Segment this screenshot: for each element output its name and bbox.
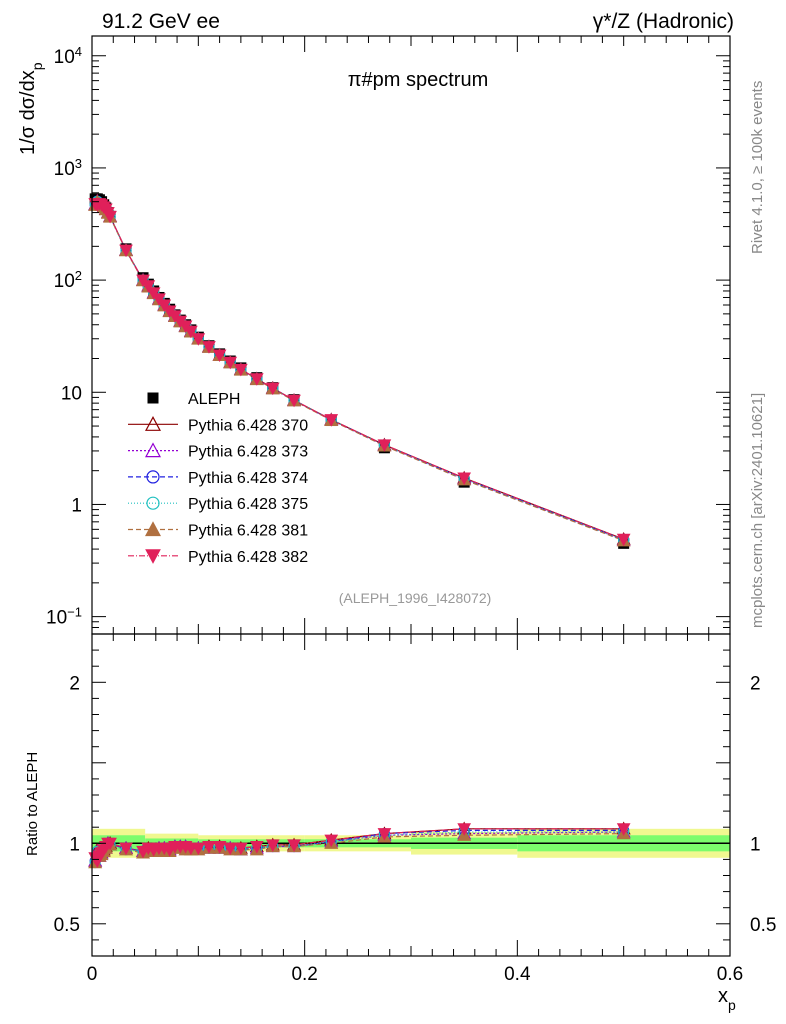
legend-pythia-6-428-374: Pythia 6.428 374 (128, 470, 308, 487)
legend-pythia-6-428-375-label: Pythia 6.428 375 (188, 496, 308, 513)
legend-aleph-label: ALEPH (188, 391, 240, 408)
series-pythia-6-428-382-ratio-point (119, 842, 133, 856)
legend: ALEPH Pythia 6.428 370 Pythia 6.428 373 Pyt… (128, 391, 308, 566)
series-pythia-6-428-382-line (94, 203, 624, 540)
series-pythia-6-428-382-ratio-point (191, 842, 206, 856)
series-pythia-6-428-382-point (212, 349, 227, 363)
series-pythia-6-428-382-point (202, 341, 216, 354)
legend-pythia-6-428-381: Pythia 6.428 381 (128, 521, 308, 540)
x-tick-label: 0 (87, 964, 98, 985)
rivet-version-label: Rivet 4.1.0, ≥ 100k events (749, 81, 766, 254)
legend-pythia-6-428-374-marker (146, 470, 160, 484)
ratio-y-tick-label: 1 (69, 834, 80, 855)
y-tick-label: 1 (71, 495, 82, 516)
series-pythia-6-428-382-point (616, 533, 631, 547)
series-pythia-6-428-382-ratio-point (202, 841, 216, 854)
legend-aleph: ALEPH (147, 391, 240, 408)
y-tick-label: 102 (54, 268, 82, 293)
y-tick-label: 10−1 (46, 604, 82, 629)
legend-pythia-6-428-375: Pythia 6.428 375 (128, 496, 308, 513)
legend-pythia-6-428-374-label: Pythia 6.428 374 (188, 470, 308, 487)
legend-pythia-6-428-382-label: Pythia 6.428 382 (188, 549, 308, 566)
series-pythia-6-428-382-point (103, 210, 117, 224)
series-pythia-6-428-382-ratio-point (377, 828, 392, 841)
header-process-label: γ*/Z (Hadronic) (593, 10, 734, 33)
series-pythia-6-428-375-line (94, 200, 624, 541)
series-pythia-6-428-382-ratio-point (457, 823, 472, 836)
series-pythia-6-428-382-point (377, 439, 392, 452)
series-pythia-6-428-382-point (152, 293, 166, 306)
y-tick-label: 103 (54, 155, 82, 180)
series-pythia-6-428-382-point (234, 363, 248, 377)
chart-title: π#pm spectrum (348, 69, 489, 91)
series-pythia-6-428-382-ratio-point (287, 839, 301, 852)
ratio-y-axis-label: Ratio to ALEPH (24, 752, 41, 856)
series-pythia-6-428-381-line (94, 200, 624, 542)
series-pythia-6-428-382-ratio-point (103, 837, 117, 851)
legend-pythia-6-428-381-label: Pythia 6.428 381 (188, 523, 308, 540)
legend-pythia-6-428-382-marker (145, 549, 161, 564)
legend-pythia-6-428-373-label: Pythia 6.428 373 (188, 444, 308, 461)
mcplots-label: mcplots.cern.ch [arXiv:2401.10621] (749, 393, 766, 628)
ratio-y-tick-label-right: 1 (750, 834, 761, 855)
series-pythia-6-428-382-point (157, 299, 172, 313)
series-pythia-6-428-382-point (287, 394, 301, 408)
ratio-y-tick-label-right: 0.5 (750, 915, 776, 936)
legend-pythia-6-428-381-marker (144, 521, 162, 537)
series-pythia-6-428-382-point (184, 325, 198, 339)
x-tick-label: 0.4 (504, 964, 531, 985)
y-tick-label: 10 (61, 383, 82, 404)
series-pythia-6-428-374-line (94, 200, 624, 541)
legend-pythia-6-428-370-label: Pythia 6.428 370 (188, 417, 308, 434)
header-energy-label: 91.2 GeV ee (102, 10, 220, 33)
series-pythia-6-428-382-ratio-point (234, 842, 248, 856)
x-axis-label: xp (718, 985, 736, 1013)
series-pythia-6-428-382-ratio-point (324, 834, 339, 848)
legend-pythia-6-428-370-marker (144, 416, 162, 431)
legend-pythia-6-428-370: Pythia 6.428 370 (128, 416, 308, 434)
ratio-panel: 0 0.2 0.4 0.6 0.5 0.5 1 1 2 2 (54, 633, 776, 985)
legend-pythia-6-428-382: Pythia 6.428 382 (128, 549, 308, 566)
legend-pythia-6-428-373-marker (144, 442, 162, 458)
series-pythia-6-428-382-point (119, 244, 133, 258)
series-pythia-6-428-382-point (457, 472, 472, 486)
x-tick-label: 0.6 (717, 964, 743, 985)
series-pythia-6-428-382-ratio-point (616, 823, 631, 836)
y-axis-label: 1/σ dσ/dxp (17, 62, 45, 155)
legend-aleph-marker (147, 392, 159, 404)
series-pythia-6-428-373-line (94, 200, 624, 541)
ratio-y-tick-label-right: 2 (750, 673, 761, 694)
series-pythia-6-428-382-point (324, 414, 339, 427)
series-pythia-6-428-382-point (141, 280, 156, 293)
series-pythia-6-428-382-point (146, 287, 161, 300)
series-pythia-6-428-382-ratio-point (223, 842, 238, 856)
ratio-y-tick-label: 0.5 (54, 915, 80, 936)
x-tick-label: 0.2 (291, 964, 317, 985)
legend-pythia-6-428-375-marker (146, 496, 160, 510)
ratio-y-tick-label: 2 (69, 673, 80, 694)
series-pythia-6-428-382-point (191, 333, 206, 346)
y-tick-label: 104 (54, 43, 82, 68)
series-pythia-6-428-382-ratio-point (265, 839, 280, 852)
legend-pythia-6-428-373: Pythia 6.428 373 (128, 442, 308, 461)
ratio-frame (91, 633, 731, 957)
watermark-label: (ALEPH_1996_I428072) (339, 590, 492, 606)
series-pythia-6-428-382-point (223, 356, 238, 370)
series-pythia-6-428-382-ratio-point (212, 841, 227, 854)
series-pythia-6-428-370-line (94, 199, 624, 540)
series-pythia-6-428-382-ratio-point (249, 841, 264, 854)
series-pythia-6-428-382-point (265, 382, 280, 396)
series-pythia-6-428-382-point (249, 373, 264, 386)
